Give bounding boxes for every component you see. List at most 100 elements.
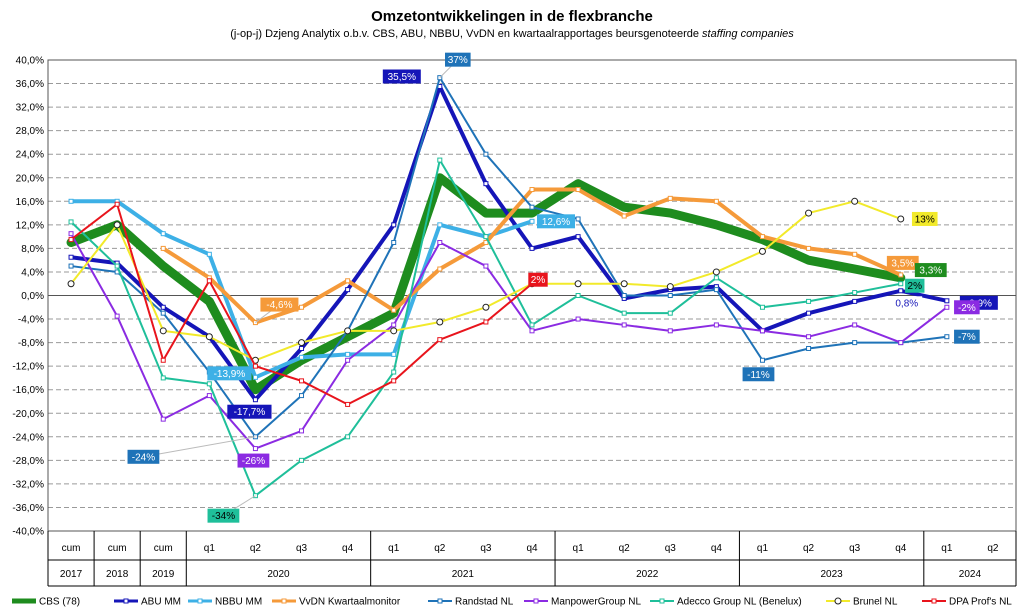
data-label: -11% (747, 370, 770, 381)
x-year-label: 2017 (60, 569, 83, 580)
data-point (252, 374, 258, 380)
data-point (898, 281, 904, 287)
data-label: -7% (958, 332, 976, 343)
x-tick-label: q4 (711, 543, 723, 554)
legend-label: Adecco Group NL (Benelux) (677, 597, 802, 608)
y-tick-label: 16,0% (16, 197, 44, 208)
data-point (345, 357, 351, 363)
annotation-box (537, 214, 575, 229)
data-point (68, 263, 74, 269)
data-point (345, 401, 351, 407)
legend-label: ABU MM (141, 597, 181, 608)
y-tick-label: -12,0% (12, 362, 44, 373)
data-point (391, 351, 397, 357)
data-point (345, 351, 351, 357)
annotation-box (207, 508, 240, 523)
y-tick-label: -40,0% (12, 527, 44, 538)
y-tick-label: 36,0% (16, 79, 44, 90)
data-point (160, 310, 166, 316)
data-label: 2% (908, 281, 923, 292)
data-point (713, 198, 719, 204)
x-tick-label: q3 (665, 543, 677, 554)
annotation-box (528, 272, 548, 287)
annotation-box (886, 255, 919, 270)
data-point (852, 290, 858, 296)
data-point (299, 393, 305, 399)
data-point (68, 254, 74, 260)
data-point (852, 340, 858, 346)
legend-label: NBBU MM (215, 597, 262, 608)
data-point (160, 304, 166, 310)
data-point (68, 198, 74, 204)
x-year-label: 2023 (820, 569, 843, 580)
data-point (621, 293, 627, 298)
y-tick-label: -20,0% (12, 409, 44, 420)
data-point (160, 375, 166, 381)
x-tick-label: q3 (296, 543, 308, 554)
annotation-box (742, 367, 775, 382)
data-point (944, 304, 950, 310)
data-point (437, 222, 443, 228)
x-tick-label: q3 (480, 543, 492, 554)
annotation-box (227, 404, 272, 419)
data-point (574, 280, 582, 288)
data-point (852, 251, 858, 257)
chart-subtitle-italic: staffing companies (702, 28, 794, 40)
data-point (483, 234, 489, 240)
x-tick-label: q4 (342, 543, 354, 554)
data-point (851, 197, 859, 205)
series-vvdn-kwartaalmonitor (160, 187, 904, 326)
legend-marker (659, 598, 665, 604)
data-point (436, 318, 444, 326)
data-point (205, 333, 213, 341)
data-point (667, 310, 673, 316)
data-point (206, 251, 212, 257)
data-point (206, 393, 212, 399)
data-point (759, 304, 765, 310)
data-point (252, 397, 258, 403)
data-point (666, 283, 674, 291)
annotation-box (905, 278, 925, 293)
data-point (667, 195, 673, 201)
series-cbs-78- (66, 173, 906, 395)
data-point (713, 287, 719, 293)
x-tick-label: q1 (573, 543, 585, 554)
data-label: 3,5% (891, 258, 914, 269)
data-point (529, 204, 535, 210)
data-label: 0,8% (895, 298, 918, 309)
x-tick-label: q2 (250, 543, 262, 554)
chart-title: Omzetontwikkelingen in de flexbranche (371, 8, 653, 25)
data-label: 2% (531, 275, 546, 286)
y-tick-label: -24,0% (12, 432, 44, 443)
data-point (160, 231, 166, 237)
data-point (852, 322, 858, 328)
x-year-label: 2024 (959, 569, 982, 580)
data-point (483, 181, 489, 187)
legend-label: ManpowerGroup NL (551, 597, 641, 608)
x-tick-label: cum (62, 543, 81, 554)
y-tick-label: 12,0% (16, 220, 44, 231)
series-brunel-nl (67, 197, 905, 364)
legend-marker (931, 598, 937, 604)
data-point (437, 157, 443, 163)
data-label: 3,3% (919, 266, 942, 277)
data-point (805, 209, 813, 217)
data-point (252, 363, 258, 369)
legend-label: Brunel NL (853, 597, 898, 608)
legend-label: VvDN Kwartaalmonitor (299, 597, 401, 608)
data-point (898, 272, 904, 278)
x-tick-label: q4 (895, 543, 907, 554)
data-point (299, 378, 305, 384)
data-point (160, 416, 166, 422)
data-point (206, 381, 212, 387)
y-tick-label: 28,0% (16, 126, 44, 137)
legend-marker (123, 598, 129, 604)
data-label: 37% (448, 55, 468, 66)
x-year-label: 2019 (152, 569, 175, 580)
y-tick-label: 8,0% (21, 244, 44, 255)
data-point (529, 187, 535, 193)
data-point (529, 218, 535, 224)
data-point (759, 357, 765, 363)
